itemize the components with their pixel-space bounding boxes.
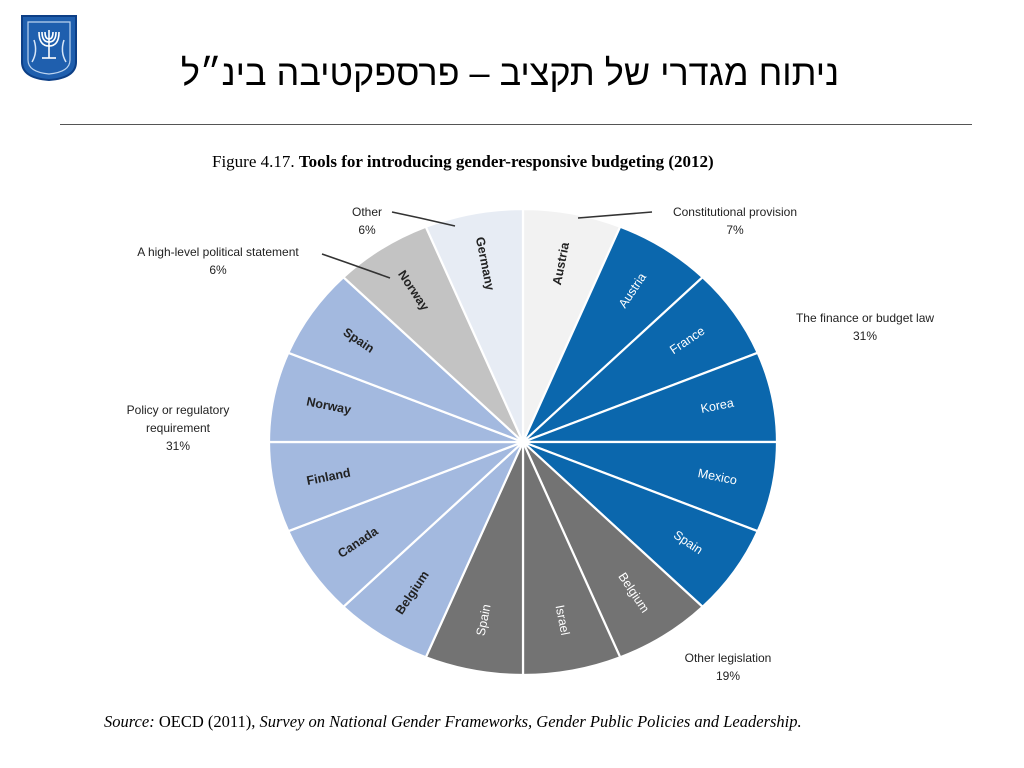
pie-slice-other-germany <box>424 207 525 443</box>
slice-label-spain: Spain <box>474 603 494 637</box>
pie-slices: AustriaAustriaFranceKoreaMexicoSpainBelg… <box>267 207 779 677</box>
category-label-policy-line-0: Policy or regulatory <box>127 403 230 417</box>
figure-caption-text: Tools for introducing gender-responsive … <box>298 152 714 171</box>
category-label-political-line-0: A high-level political statement <box>137 245 299 259</box>
category-label-constitutional-line-1: 7% <box>726 223 744 237</box>
source-prefix: Source: <box>104 712 159 731</box>
callout-line-other <box>391 211 456 227</box>
slice-label-korea: Korea <box>699 396 734 416</box>
category-label-other-line-0: Other <box>352 205 382 219</box>
state-emblem-logo <box>21 15 77 82</box>
slide-title: ניתוח מגדרי של תקציב – פרספקטיבה בינ״ל <box>180 52 840 93</box>
source-author: OECD (2011), <box>158 712 260 731</box>
category-label-legislation-line-0: Other legislation <box>685 651 772 665</box>
figure-source: Source: OECD (2011), Survey on National … <box>104 712 802 732</box>
category-label-policy-line-1: requirement <box>146 421 211 435</box>
figure-caption: Figure 4.17. Tools for introducing gende… <box>212 152 714 172</box>
callout-line-constitutional <box>577 211 653 219</box>
slice-label-israel: Israel <box>553 604 573 637</box>
figure-number: Figure 4.17. <box>212 152 295 171</box>
category-label-finance-line-1: 31% <box>853 329 877 343</box>
source-title: Survey on National Gender Frameworks, Ge… <box>259 712 802 731</box>
category-label-legislation-line-1: 19% <box>716 669 740 683</box>
title-divider <box>60 124 972 125</box>
category-label-other-line-1: 6% <box>358 223 376 237</box>
pie-center <box>520 439 526 445</box>
category-label-finance-line-0: The finance or budget law <box>796 311 934 325</box>
category-label-constitutional-line-0: Constitutional provision <box>673 205 797 219</box>
category-labels: Constitutional provision 7% The finance or… <box>127 205 935 683</box>
category-label-policy-line-2: 31% <box>166 439 190 453</box>
pie-callouts <box>321 211 653 279</box>
callout-line-political <box>321 253 391 279</box>
category-label-political-line-1: 6% <box>209 263 227 277</box>
